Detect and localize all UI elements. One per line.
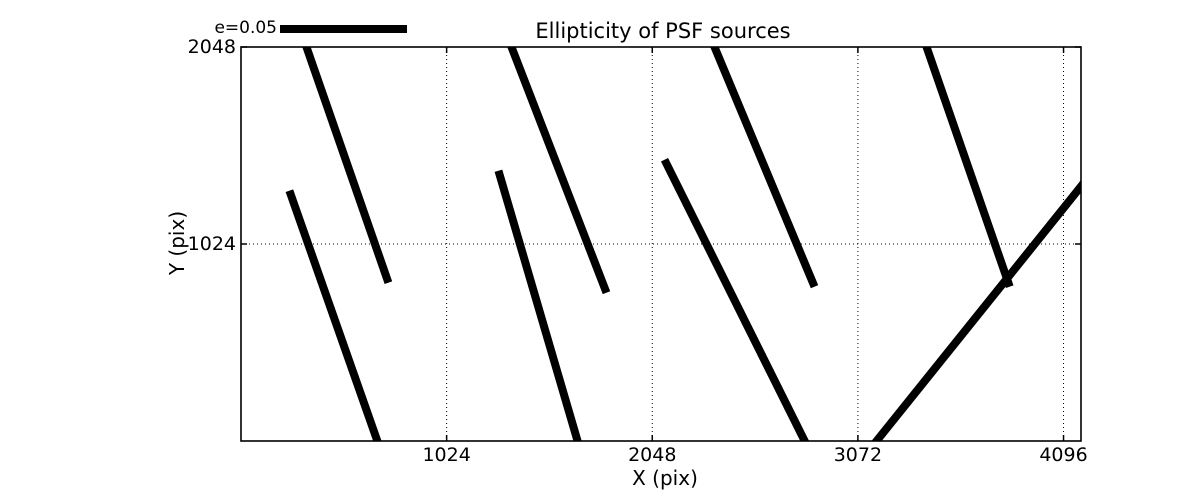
ytick-label-2048: 2048 <box>187 36 236 58</box>
legend-label: e=0.05 <box>214 18 277 38</box>
xtick-label-4096: 4096 <box>1039 444 1088 466</box>
x-axis-label: X (pix) <box>632 466 698 490</box>
psf-segment-4 <box>660 157 810 441</box>
ytick-label-1024: 1024 <box>187 233 236 255</box>
psf-segment-5 <box>710 47 819 289</box>
psf-segment-3 <box>494 169 582 441</box>
psf-segment-2 <box>507 47 611 295</box>
psf-segment-7 <box>871 180 1081 441</box>
psf-segments <box>285 47 1081 441</box>
y-axis-label: Y (pix) <box>165 210 189 276</box>
xtick-label-1024: 1024 <box>422 444 471 466</box>
legend-scale-bar <box>280 25 407 33</box>
xtick-label-2048: 2048 <box>628 444 677 466</box>
axes-frame <box>240 46 1082 442</box>
xtick-label-3072: 3072 <box>833 444 883 466</box>
psf-segment-6 <box>922 47 1014 289</box>
chart-title: Ellipticity of PSF sources <box>535 19 791 43</box>
psf-segment-0 <box>302 47 393 284</box>
psf-segment-1 <box>285 189 382 441</box>
